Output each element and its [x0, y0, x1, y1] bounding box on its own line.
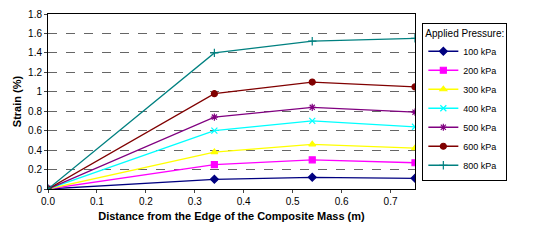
- svg-text:0.3: 0.3: [188, 196, 202, 207]
- svg-text:1.8: 1.8: [28, 9, 42, 20]
- svg-text:500 kPa: 500 kPa: [463, 123, 496, 133]
- svg-text:0.2: 0.2: [139, 196, 153, 207]
- svg-text:Applied Pressure:: Applied Pressure:: [425, 28, 504, 39]
- svg-text:1.6: 1.6: [28, 28, 42, 39]
- svg-text:Distance from the Edge of the: Distance from the Edge of the Composite …: [98, 210, 365, 222]
- svg-text:0.0: 0.0: [41, 196, 55, 207]
- svg-text:800 kPa: 800 kPa: [463, 161, 496, 171]
- svg-text:0.8: 0.8: [28, 106, 42, 117]
- svg-text:0.5: 0.5: [286, 196, 300, 207]
- svg-text:400 kPa: 400 kPa: [463, 104, 496, 114]
- svg-text:200 kPa: 200 kPa: [463, 66, 496, 76]
- svg-text:0.6: 0.6: [335, 196, 349, 207]
- svg-text:0.4: 0.4: [237, 196, 251, 207]
- svg-text:0.4: 0.4: [28, 145, 42, 156]
- svg-text:0: 0: [36, 184, 42, 195]
- svg-text:0.2: 0.2: [28, 164, 42, 175]
- svg-text:0.7: 0.7: [384, 196, 398, 207]
- svg-text:100 kPa: 100 kPa: [463, 47, 496, 57]
- svg-text:Strain (%): Strain (%): [11, 75, 23, 127]
- svg-text:1: 1: [36, 86, 42, 97]
- svg-text:0.6: 0.6: [28, 125, 42, 136]
- svg-text:0.1: 0.1: [90, 196, 104, 207]
- svg-text:600 kPa: 600 kPa: [463, 142, 496, 152]
- svg-text:1.2: 1.2: [28, 67, 42, 78]
- svg-text:1.4: 1.4: [28, 47, 42, 58]
- svg-text:300 kPa: 300 kPa: [463, 85, 496, 95]
